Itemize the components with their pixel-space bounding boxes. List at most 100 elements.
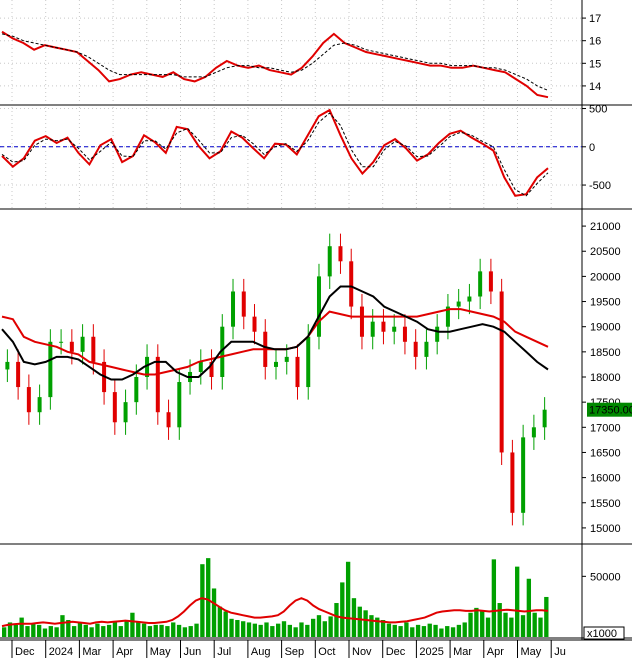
volume-bar xyxy=(456,624,462,637)
volume-bar xyxy=(54,627,59,637)
candle-body xyxy=(16,361,21,388)
volume-bar xyxy=(89,627,94,637)
volume-bar xyxy=(211,588,217,637)
candle-body xyxy=(521,437,526,513)
volume-bar xyxy=(532,612,537,637)
volume-bar xyxy=(427,623,432,637)
y-tick-label: 17000 xyxy=(590,422,621,434)
candle xyxy=(499,278,504,466)
volume-bar xyxy=(229,618,234,637)
volume-bar xyxy=(141,623,147,637)
candle xyxy=(521,424,526,526)
volume-bar xyxy=(223,611,228,637)
volume-bar xyxy=(380,620,386,637)
x-tick-label: Dec xyxy=(15,646,35,658)
y-tick-label: 15500 xyxy=(590,498,621,510)
x-tick-label: Apr xyxy=(487,646,504,658)
candle-body xyxy=(26,387,31,413)
volume-bar xyxy=(544,596,549,637)
candle-body xyxy=(510,452,515,513)
candle-body xyxy=(413,341,418,357)
signal-line xyxy=(1,33,549,91)
moving-average-black xyxy=(1,285,549,381)
x-tick-label: Nov xyxy=(352,646,372,658)
candle-body xyxy=(166,412,171,428)
candle-body xyxy=(37,397,42,413)
volume-bar xyxy=(322,621,327,637)
candle xyxy=(413,329,418,370)
candle-body xyxy=(381,321,386,332)
volume-bar xyxy=(468,612,473,637)
volume-bar xyxy=(194,623,199,637)
y-tick-label: 19000 xyxy=(590,322,621,334)
candle xyxy=(327,233,332,289)
candle xyxy=(123,389,128,435)
candle-body xyxy=(5,361,10,370)
candle xyxy=(531,414,536,450)
volume-bar xyxy=(445,626,450,637)
volume-bar xyxy=(485,617,491,637)
volume-bar xyxy=(474,607,479,637)
candle xyxy=(209,349,214,390)
volume-bar xyxy=(19,617,24,637)
volume-bar xyxy=(334,603,339,637)
candle-body xyxy=(359,306,364,337)
volume-bar xyxy=(305,624,310,637)
x-tick-label: May xyxy=(521,646,542,658)
x-tick-label: Sep xyxy=(285,646,305,658)
candle xyxy=(542,397,547,440)
y-tick-label: 0 xyxy=(589,142,595,154)
volume-bar xyxy=(421,626,427,637)
x-tick-label: Mar xyxy=(82,646,101,658)
candle-body xyxy=(370,321,375,337)
volume-bar xyxy=(392,624,397,637)
volume-bar xyxy=(241,621,246,637)
volume-bar xyxy=(340,582,345,637)
volume-bar xyxy=(136,622,141,637)
y-tick-label: 20500 xyxy=(590,246,621,258)
candle xyxy=(220,314,225,390)
candle-body xyxy=(134,377,139,403)
candle xyxy=(488,258,493,305)
x-tick-label: Jul xyxy=(217,646,231,658)
volume-bar xyxy=(316,615,322,637)
volume-bar xyxy=(13,624,18,637)
x-tick-label: Oct xyxy=(318,646,335,658)
candle xyxy=(37,384,42,425)
volume-bar xyxy=(450,627,456,637)
y-tick-label: -500 xyxy=(589,180,611,192)
candle-body xyxy=(478,271,483,297)
candle xyxy=(338,233,343,274)
candle-body xyxy=(241,291,246,317)
volume-bar xyxy=(270,626,275,637)
candle-body xyxy=(69,341,74,352)
candle-body xyxy=(198,361,203,372)
candle-body xyxy=(145,356,150,377)
volume-bar xyxy=(66,620,71,637)
candle xyxy=(467,283,472,315)
y-tick-label: 20000 xyxy=(590,271,621,283)
volume-bar xyxy=(77,622,83,637)
candle-body xyxy=(123,402,128,423)
x-tick-label: Mar xyxy=(453,646,472,658)
candle xyxy=(166,399,171,440)
x-tick-label: May xyxy=(150,646,171,658)
candle xyxy=(370,309,375,350)
volume-bar xyxy=(462,622,467,637)
volume-bar xyxy=(520,615,526,637)
candle-body xyxy=(542,409,547,428)
volume-bar xyxy=(515,566,520,637)
candle-body xyxy=(112,392,117,423)
candle-body xyxy=(59,341,64,343)
candle-body xyxy=(177,382,182,428)
y-tick-label: 18000 xyxy=(590,372,621,384)
indicator-line xyxy=(1,108,549,197)
y-tick-label: 50000 xyxy=(590,571,621,583)
volume-bar xyxy=(369,615,374,637)
candle-body xyxy=(467,296,472,302)
candle-body xyxy=(274,361,278,367)
candle-body xyxy=(295,356,300,388)
volume-bar xyxy=(264,622,269,637)
volume-unit-label: x1000 xyxy=(587,628,617,640)
volume-bar xyxy=(439,628,444,637)
